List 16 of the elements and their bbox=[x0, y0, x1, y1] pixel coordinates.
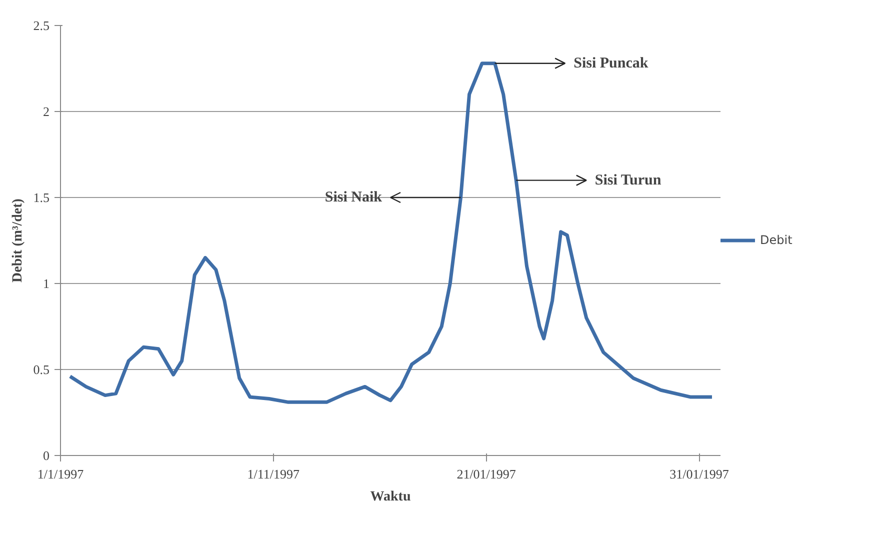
y-tick-label: 2 bbox=[43, 104, 50, 119]
y-tick-label: 2.5 bbox=[33, 18, 50, 33]
y-tick-label: 0 bbox=[43, 448, 50, 463]
annotation: Sisi Naik bbox=[324, 190, 383, 206]
x-axis-title: Waktu bbox=[370, 490, 411, 504]
y-tick-label: 0.5 bbox=[33, 362, 50, 377]
x-tick-label: 1/1/1997 bbox=[37, 466, 84, 482]
y-tick-label: 1 bbox=[43, 276, 50, 291]
annotation: Sisi Puncak bbox=[574, 55, 649, 72]
x-tick-label: 21/01/1997 bbox=[456, 466, 516, 482]
legend-label: Debit bbox=[760, 233, 792, 247]
x-tick-label: 31/01/1997 bbox=[670, 466, 730, 482]
x-tick-label: 1/11/1997 bbox=[247, 466, 300, 482]
y-axis-title: Debit (m³/det) bbox=[10, 198, 26, 282]
y-tick-label: 1.5 bbox=[33, 190, 50, 205]
annotation: Sisi Turun bbox=[594, 172, 662, 188]
